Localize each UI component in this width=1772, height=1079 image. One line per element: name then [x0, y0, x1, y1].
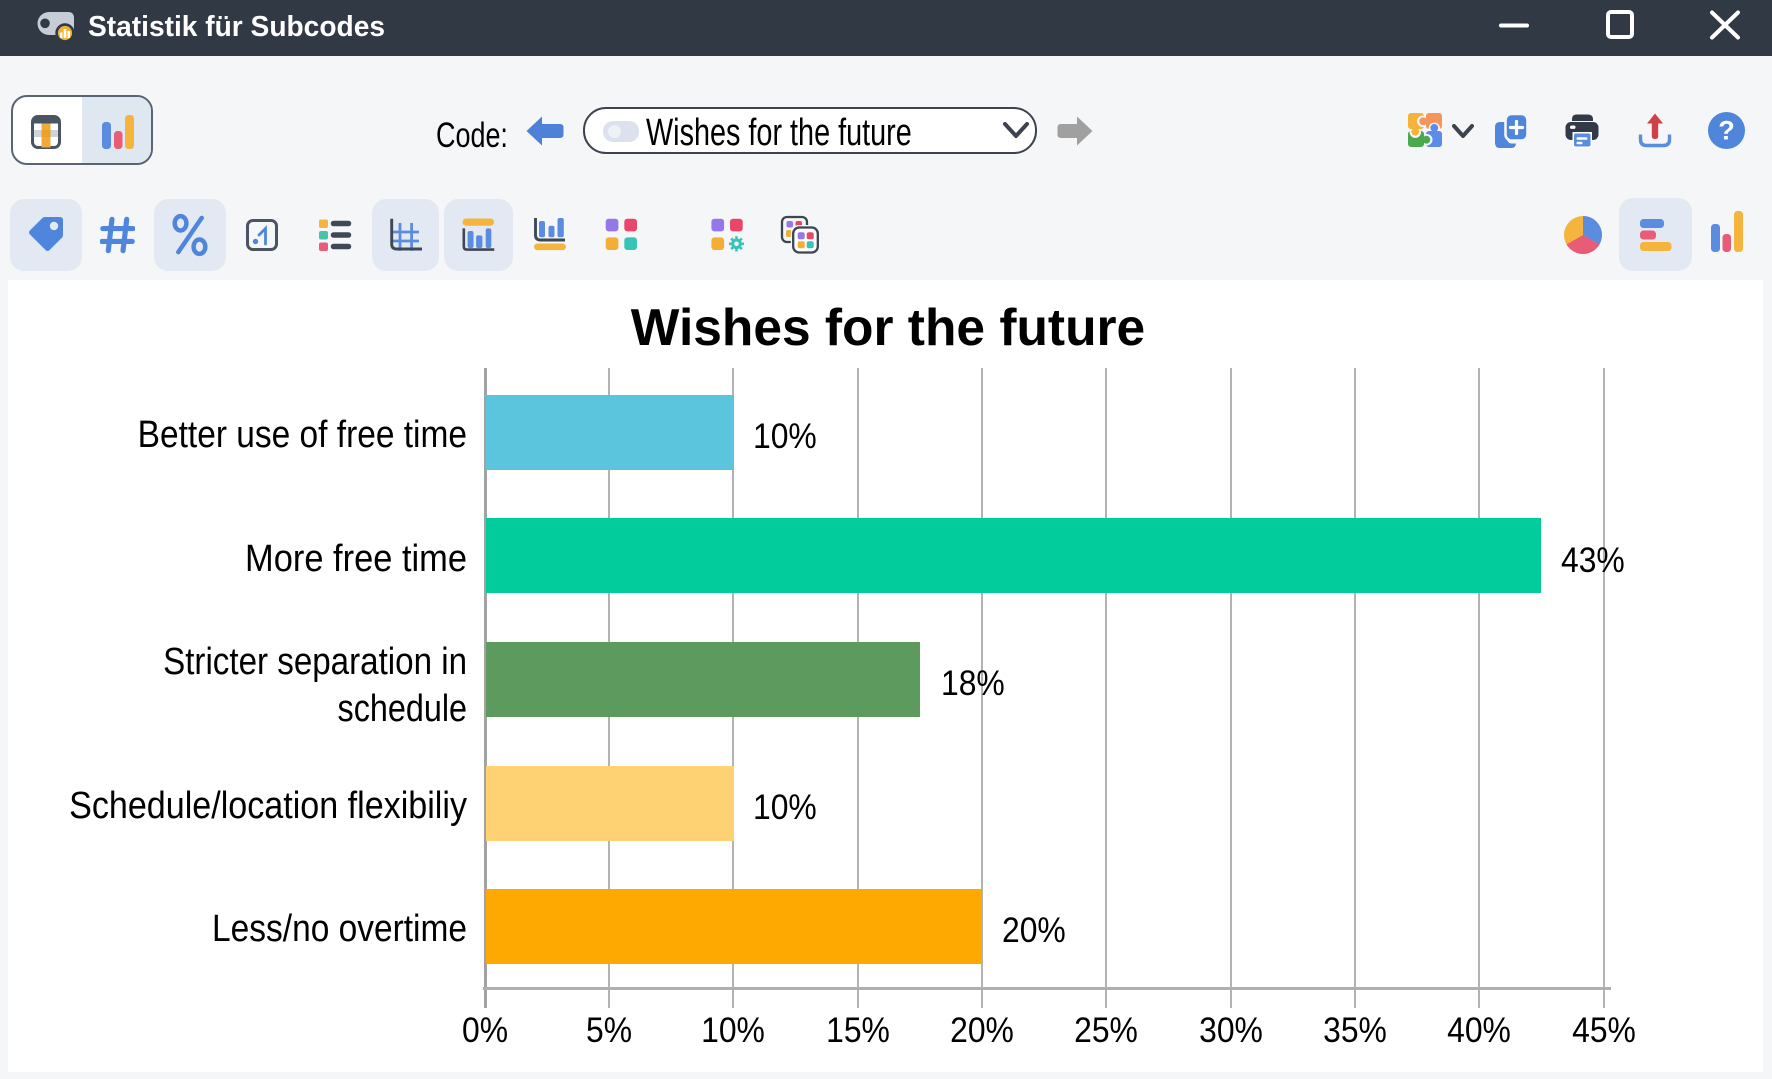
svg-text:?: ? [1718, 116, 1735, 146]
